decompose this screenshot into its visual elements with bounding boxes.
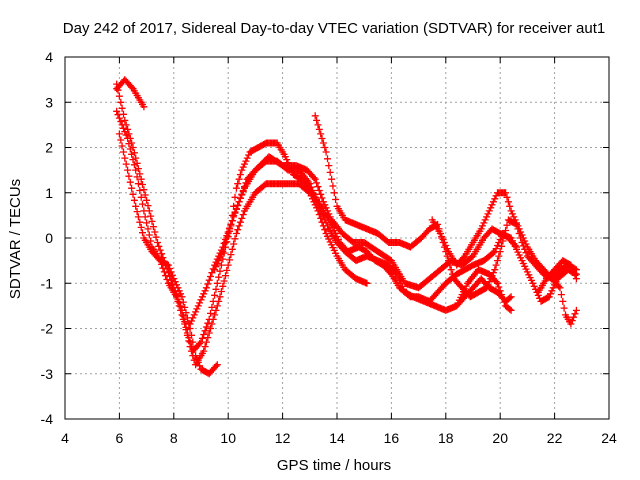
x-tick-label: 18 [438, 430, 454, 446]
y-tick-label: 0 [45, 230, 53, 246]
y-tick-label: -3 [41, 366, 54, 382]
plus-markers [453, 275, 515, 310]
plus-markers [534, 257, 580, 296]
series-track-d [115, 130, 221, 378]
series-track-a [113, 76, 148, 111]
y-tick-label: 3 [45, 94, 53, 110]
x-tick-label: 4 [61, 430, 69, 446]
plus-markers [428, 189, 580, 328]
y-tick-label: -2 [41, 321, 54, 337]
x-tick-label: 24 [601, 430, 617, 446]
x-tick-label: 16 [384, 430, 400, 446]
plus-markers [113, 76, 148, 111]
tick-layer [64, 56, 610, 420]
x-tick-label: 22 [547, 430, 563, 446]
x-tick-label: 20 [492, 430, 508, 446]
x-tick-label: 14 [329, 430, 345, 446]
series-track-f [211, 139, 520, 305]
plus-markers [113, 107, 371, 369]
y-tick-label: -1 [41, 275, 54, 291]
x-tick-label: 6 [116, 430, 124, 446]
y-tick-label: 2 [45, 140, 53, 156]
plus-markers [211, 139, 520, 305]
x-tick-label: 10 [220, 430, 236, 446]
x-tick-labels: 4 6 8 10 12 14 16 18 20 22 24 [61, 430, 617, 446]
x-axis-label: GPS time / hours [277, 457, 391, 474]
series-track-c [113, 107, 371, 369]
data-layer [113, 76, 580, 378]
plus-markers [115, 130, 221, 378]
chart-title: Day 242 of 2017, Sidereal Day-to-day VTE… [63, 20, 605, 37]
y-tick-label: -4 [41, 411, 54, 427]
x-tick-label: 12 [275, 430, 291, 446]
series-track-j [534, 257, 580, 296]
series-track-i [453, 275, 515, 310]
series-track-h [428, 189, 580, 328]
x-tick-label: 8 [170, 430, 178, 446]
y-tick-label: 4 [45, 49, 53, 65]
y-tick-label: 1 [45, 185, 53, 201]
y-axis-label: SDTVAR / TECUs [7, 179, 24, 299]
y-tick-labels: -4 -3 -2 -1 0 1 2 3 4 [41, 49, 54, 427]
